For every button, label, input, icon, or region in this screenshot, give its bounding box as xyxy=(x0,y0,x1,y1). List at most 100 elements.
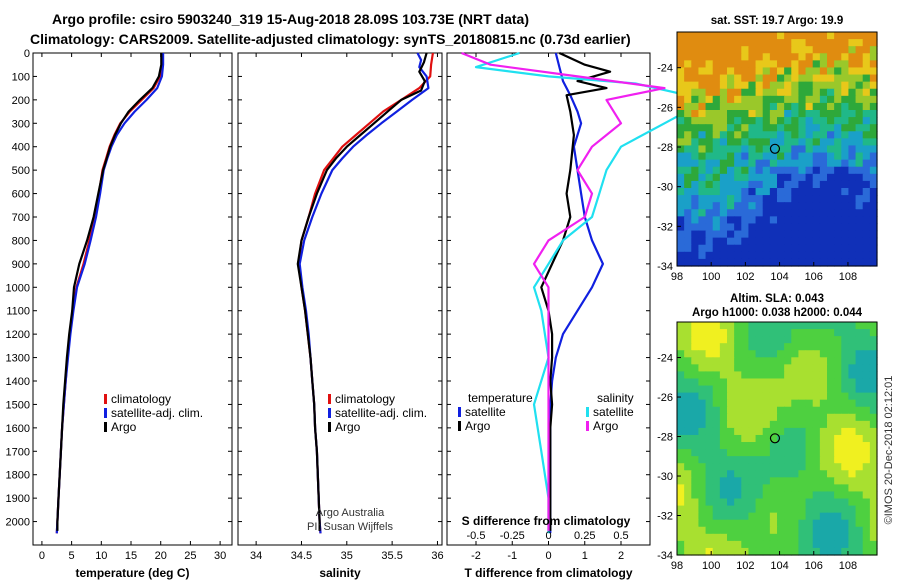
map-cell xyxy=(705,413,714,422)
profile-panel-1: 34 34.5 35 35.5 36salinityclimatologysatelli… xyxy=(237,52,444,580)
map-cell xyxy=(762,74,771,83)
map-cell xyxy=(784,230,792,239)
map-cell xyxy=(727,413,735,422)
map-cell xyxy=(677,463,685,471)
legend-swatch-argo xyxy=(104,422,107,432)
map-cell xyxy=(798,188,807,196)
map-cell xyxy=(748,449,757,457)
map-cell xyxy=(827,95,835,104)
map-cell xyxy=(734,329,742,337)
map-cell xyxy=(827,357,835,365)
map-cell xyxy=(805,251,814,260)
map-cell xyxy=(784,244,792,253)
map-cell xyxy=(705,322,714,330)
map-cell xyxy=(805,173,814,182)
map-cell xyxy=(869,463,878,471)
map-cell xyxy=(798,336,807,344)
map-cell xyxy=(755,477,764,485)
map-cell xyxy=(712,329,721,337)
map-cell xyxy=(727,371,735,380)
credit-pi: PI: Susan Wijffels xyxy=(307,521,393,533)
map-cell xyxy=(848,138,857,147)
legend-label-sal_argo: Argo xyxy=(593,419,619,433)
map-y-tick-label: -26 xyxy=(657,102,673,114)
map-cell xyxy=(855,470,864,478)
map-cell xyxy=(734,350,742,358)
map-cell xyxy=(805,385,814,394)
map-cell xyxy=(827,251,835,260)
map-cell xyxy=(862,223,871,232)
map-cell xyxy=(827,159,835,168)
map-cell xyxy=(769,110,778,118)
map-cell xyxy=(691,533,700,542)
map-cell xyxy=(812,251,821,260)
map-cell xyxy=(712,357,721,365)
map-cell xyxy=(841,173,850,182)
map-cell xyxy=(805,32,814,40)
map-cell xyxy=(827,343,835,351)
map-cell xyxy=(848,95,857,104)
map-cell xyxy=(691,392,700,401)
map-cell xyxy=(841,420,850,429)
map-cell xyxy=(855,39,864,47)
map-cell xyxy=(755,188,764,196)
map-cell xyxy=(791,329,800,337)
map-cell xyxy=(734,53,742,61)
map-cell xyxy=(848,413,857,422)
map-cell xyxy=(827,166,835,175)
map-cell xyxy=(869,385,878,394)
map-cell xyxy=(848,322,857,330)
map-cell xyxy=(712,102,721,111)
map-cell xyxy=(727,202,735,210)
map-y-tick-label: -32 xyxy=(657,221,673,233)
map-cell xyxy=(862,526,871,535)
map-cell xyxy=(769,237,778,246)
map-cell xyxy=(705,336,714,344)
map-cell xyxy=(784,378,792,387)
map-cell xyxy=(748,166,757,175)
map-cell xyxy=(869,88,878,97)
map-cell xyxy=(769,166,778,175)
map-cell xyxy=(762,519,771,528)
map-cell xyxy=(705,223,714,232)
map-cell xyxy=(762,378,771,387)
map-cell xyxy=(827,392,835,401)
map-cell xyxy=(762,81,771,90)
map-cell xyxy=(819,223,828,232)
map-y-tick-label: -28 xyxy=(657,432,673,444)
map-cell xyxy=(777,519,785,528)
map-cell xyxy=(727,491,735,500)
map-cell xyxy=(705,110,714,118)
map-cell xyxy=(791,230,800,239)
map-cell xyxy=(784,491,792,500)
map-cell xyxy=(712,526,721,535)
map-cell xyxy=(691,32,700,40)
map-cell xyxy=(784,251,792,260)
map-cell xyxy=(798,32,807,40)
map-cell xyxy=(712,159,721,168)
map-cell xyxy=(777,484,785,493)
legend-label-climatology: climatology xyxy=(335,392,395,406)
map-cell xyxy=(862,463,871,471)
x2-tick-label: -0.25 xyxy=(500,530,525,542)
map-cell xyxy=(798,173,807,182)
map-cell xyxy=(777,46,785,54)
map-cell xyxy=(755,88,764,97)
map-cell xyxy=(748,95,757,104)
map-cell xyxy=(784,46,792,54)
map-cell xyxy=(777,74,785,83)
map-cell xyxy=(684,371,692,380)
map-cell xyxy=(748,124,757,132)
map-cell xyxy=(734,519,742,528)
map-cell xyxy=(848,512,857,521)
map-cell xyxy=(777,244,785,253)
map-cell xyxy=(677,131,685,139)
map-cell xyxy=(691,498,700,507)
map-cell xyxy=(769,223,778,232)
map-cell xyxy=(755,434,764,443)
map-cell xyxy=(862,39,871,47)
map-cell xyxy=(869,110,878,118)
map-cell xyxy=(691,512,700,521)
map-cell xyxy=(755,420,764,429)
map-cell xyxy=(684,547,692,556)
